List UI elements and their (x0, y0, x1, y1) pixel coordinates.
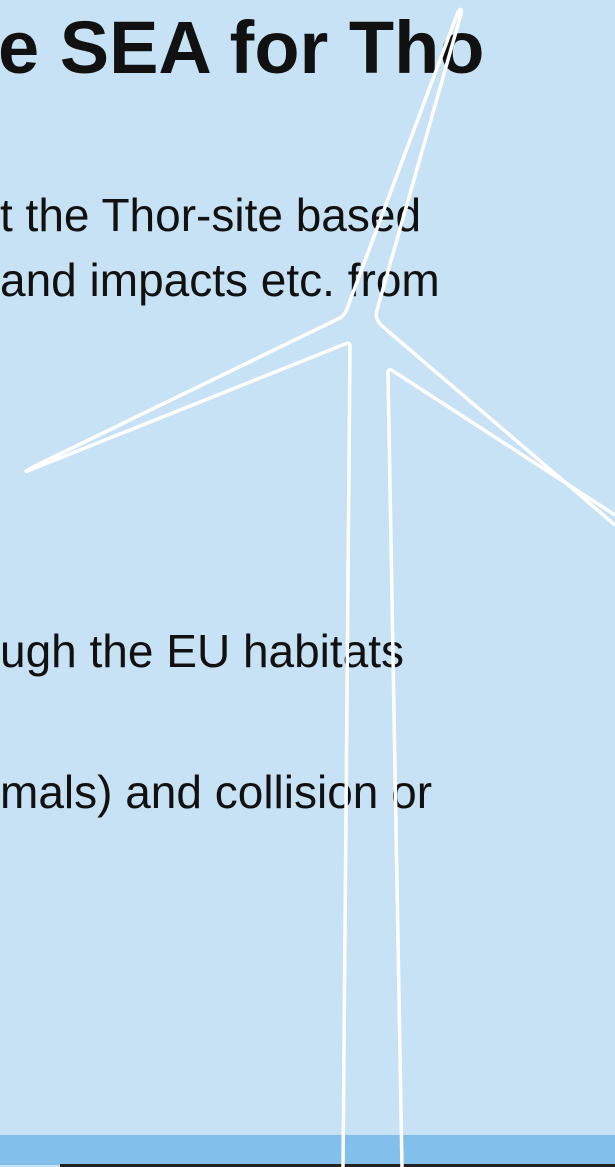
turbine-blades (26, 9, 615, 1167)
slide: e SEA for Tho t the Thor-site based and … (0, 0, 615, 1167)
wind-turbine (0, 0, 615, 1167)
turbine-tower (388, 370, 615, 1167)
